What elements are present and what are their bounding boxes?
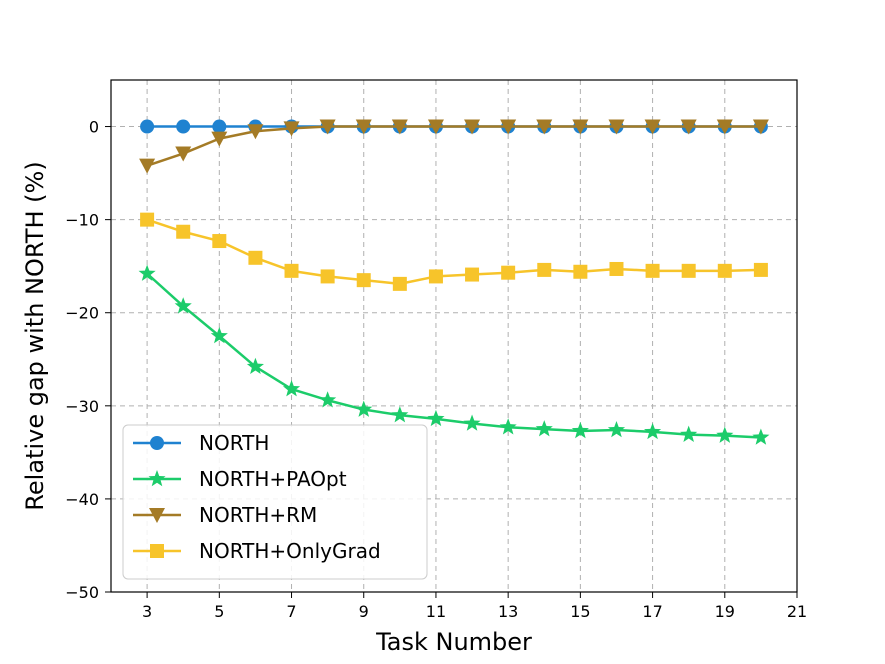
data-point	[680, 119, 697, 135]
y-tick-label: −10	[65, 211, 99, 230]
data-point	[138, 264, 156, 281]
legend-label: NORTH+RM	[199, 503, 317, 527]
x-tick-label: 9	[359, 602, 369, 621]
data-point	[644, 422, 662, 440]
data-point	[176, 119, 191, 134]
data-point	[175, 146, 192, 162]
x-tick-label: 13	[498, 602, 518, 621]
data-point	[607, 421, 626, 438]
legend-box	[122, 424, 428, 580]
data-point	[210, 327, 228, 344]
data-point	[139, 158, 156, 174]
x-tick-label: 19	[715, 602, 735, 621]
x-tick-label: 21	[787, 602, 807, 621]
data-point	[500, 119, 517, 135]
legend-marker	[148, 470, 166, 487]
data-point	[391, 119, 408, 135]
x-tick-label: 17	[642, 602, 662, 621]
data-point	[752, 119, 769, 135]
legend-item: NORTH+RM	[133, 503, 317, 527]
data-point	[681, 263, 696, 278]
data-point	[391, 406, 409, 423]
data-point	[428, 269, 443, 284]
data-point	[608, 119, 625, 135]
data-point	[537, 262, 552, 277]
legend-label: NORTH+OnlyGrad	[199, 539, 381, 563]
data-point	[609, 261, 624, 276]
data-point	[355, 119, 372, 135]
data-point	[211, 131, 228, 147]
plot-frame	[110, 79, 798, 593]
data-point	[716, 119, 733, 135]
data-point	[499, 418, 517, 435]
legend-marker	[149, 508, 165, 523]
data-point	[573, 264, 588, 279]
data-point	[536, 119, 553, 135]
data-point	[212, 234, 227, 249]
series-layer	[138, 119, 770, 445]
data-point	[320, 269, 335, 284]
legend-item: NORTH+PAOpt	[133, 467, 347, 491]
legend-item: NORTH	[133, 431, 269, 455]
data-point	[140, 119, 155, 134]
data-point	[356, 273, 371, 288]
series-line	[146, 125, 761, 167]
x-tick-label: 5	[214, 602, 224, 621]
data-point	[319, 391, 337, 408]
legend-item: NORTH+OnlyGrad	[133, 539, 381, 563]
series-north-rm	[139, 119, 769, 174]
data-point	[392, 276, 407, 291]
series-line	[146, 218, 761, 286]
y-tick-label: 0	[89, 118, 99, 137]
data-point	[284, 263, 299, 278]
data-point	[248, 250, 263, 265]
data-point	[501, 265, 516, 280]
data-point	[464, 119, 481, 135]
data-point	[752, 428, 770, 445]
x-tick-label: 3	[142, 602, 152, 621]
data-point	[282, 380, 301, 397]
data-point	[465, 267, 480, 282]
data-point	[212, 119, 227, 134]
data-point	[645, 263, 660, 278]
data-point	[427, 119, 444, 135]
data-point	[246, 357, 264, 374]
series-north-paopt	[138, 264, 770, 445]
data-point	[247, 124, 264, 140]
legend-marker	[150, 544, 164, 558]
data-point	[319, 119, 336, 135]
legend-label: NORTH	[199, 431, 269, 455]
y-tick-label: −40	[65, 490, 99, 509]
x-tick-label: 15	[570, 602, 590, 621]
data-point	[355, 400, 373, 417]
data-point	[716, 426, 734, 443]
data-point	[572, 119, 589, 135]
y-tick-label: −20	[65, 304, 99, 323]
data-point	[753, 262, 768, 277]
data-point	[427, 409, 445, 427]
legend-marker	[150, 436, 164, 450]
x-tick-label: 7	[286, 602, 296, 621]
y-tick-label: −30	[65, 397, 99, 416]
y-tick-label: −50	[65, 583, 99, 602]
data-point	[535, 420, 553, 437]
data-point	[571, 421, 589, 439]
data-point	[463, 414, 481, 431]
legend-label: NORTH+PAOpt	[199, 467, 347, 491]
data-point	[644, 119, 661, 135]
data-point	[174, 297, 192, 314]
data-point	[176, 224, 191, 239]
x-axis-label: Task Number	[375, 628, 532, 656]
x-tick-label: 11	[426, 602, 446, 621]
data-point	[680, 425, 698, 442]
data-point	[717, 263, 732, 278]
y-axis-label: Relative gap with NORTH (%)	[21, 161, 49, 510]
data-point	[140, 212, 155, 227]
series-line	[146, 272, 761, 439]
axis-ticks: 3 5 7 9 11 13 15 17 19 21 0 −10 −20 −30 −40 −50	[65, 118, 807, 621]
data-point	[283, 121, 300, 137]
series-north-onlygrad	[140, 212, 768, 291]
legend: NORTH NORTH+PAOpt NORTH+RM NORTH+OnlyGrad	[122, 424, 428, 580]
